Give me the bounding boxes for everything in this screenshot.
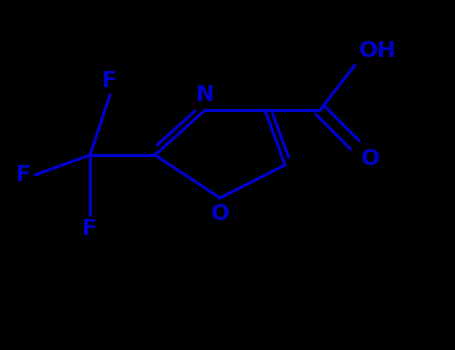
Text: F: F xyxy=(16,165,31,185)
Text: O: O xyxy=(211,204,229,224)
Text: F: F xyxy=(82,219,97,239)
Text: OH: OH xyxy=(359,41,396,61)
Text: F: F xyxy=(102,71,117,91)
Text: N: N xyxy=(196,85,214,105)
Text: O: O xyxy=(361,149,380,169)
